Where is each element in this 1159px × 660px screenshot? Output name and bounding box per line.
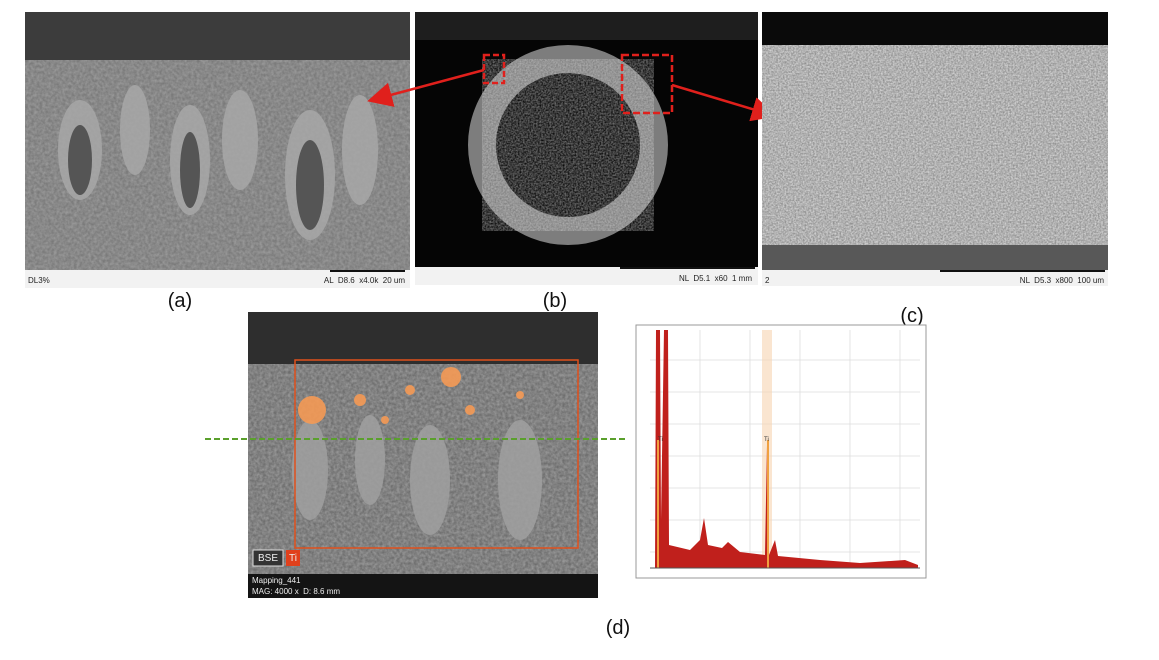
caption: NL D5.3 x800 100 um — [1020, 276, 1105, 285]
caption: MAG: 4000 x D: 8.6 mm — [252, 587, 340, 596]
peak-label: Ti — [658, 437, 663, 443]
tag: Ti — [289, 553, 297, 564]
panel-label: (a) — [168, 290, 192, 312]
peak-label: Ti — [764, 437, 769, 443]
spectrum: Ti Ti — [636, 325, 926, 578]
panel-label: (b) — [543, 290, 567, 312]
panel-label: (c) — [900, 305, 923, 327]
panel-label: (d) — [606, 617, 630, 639]
caption: Mapping_441 — [252, 576, 301, 585]
tag: BSE — [258, 553, 278, 564]
panel-a: DL3% AL D8.6 x4.0k 20 um (a) — [25, 12, 410, 312]
caption: 2 — [765, 276, 770, 285]
figure: DL3% AL D8.6 x4.0k 20 um (a) NL D5.1 x60… — [0, 0, 1159, 660]
panel-c: 2 NL D5.3 x800 100 um (c) — [762, 12, 1108, 327]
caption: NL D5.1 x60 1 mm — [679, 274, 752, 283]
caption: AL D8.6 x4.0k 20 um — [324, 276, 405, 285]
panel-d-image: BSE Ti Mapping_441 MAG: 4000 x D: 8.6 mm — [205, 312, 625, 598]
panel-b: NL D5.1 x60 1 mm (b) — [372, 12, 772, 312]
caption: DL3% — [28, 276, 50, 285]
